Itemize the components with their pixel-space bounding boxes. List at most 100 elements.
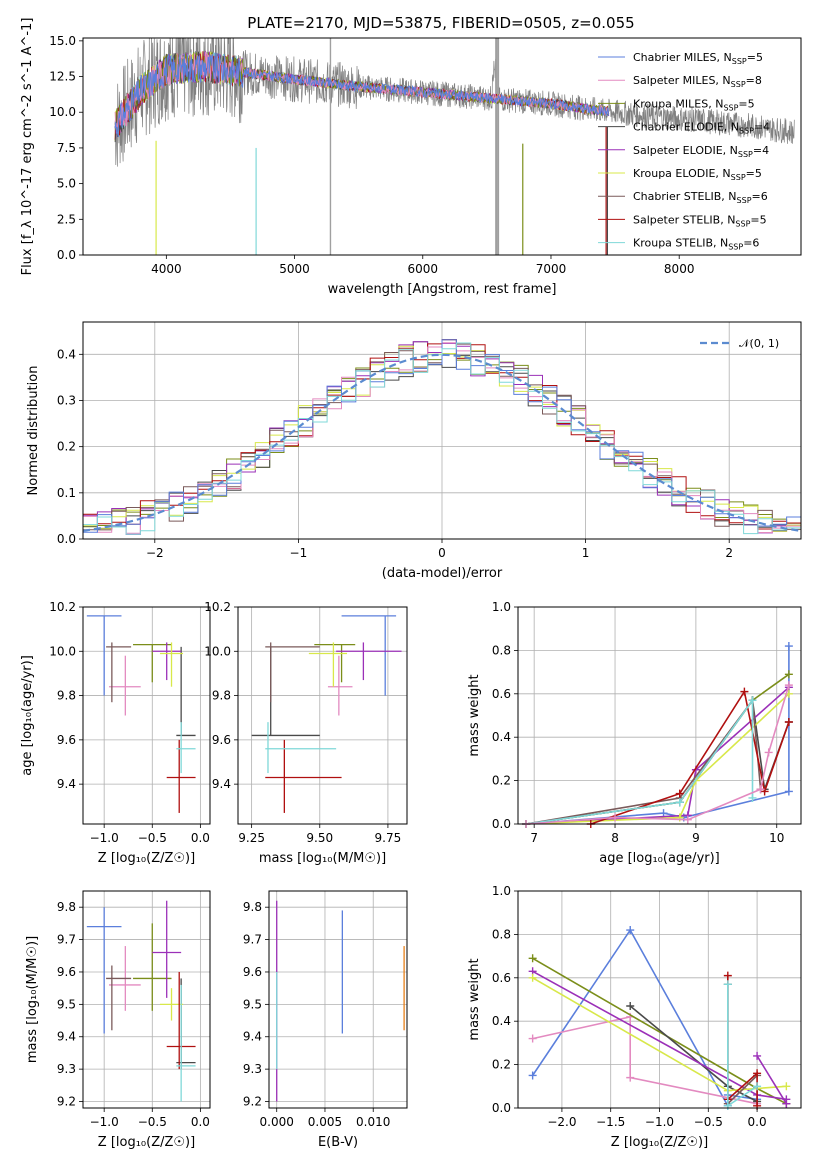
series-marker [782,1099,791,1108]
y-tick-label: 0.1 [57,486,76,500]
series-marker [683,815,692,824]
plot-area [82,339,802,535]
y-axis-label: mass weight [467,674,482,756]
x-tick-label: 8000 [664,262,695,276]
series-marker [675,789,684,798]
series-marker [528,1071,537,1080]
y-axis-label: mass weight [467,958,482,1040]
y-tick-label: 10.2 [204,600,231,614]
y-axis-label: Flux [f_λ 10^-17 erg cm^-2 s^-1 A^-1] [20,18,35,276]
x-tick-label: −0.5 [694,1115,723,1129]
y-axis-label: age [log₁₀(age/yr)] [20,655,35,776]
series-line [525,698,762,825]
x-axis-label: age [log₁₀(age/yr)] [599,851,720,866]
y-tick-label: 10.0 [204,644,231,658]
ticks: −2.0 −1.5 −1.0 −0.5 0.0 0.0 0.2 0.4 0.6 0.8 1.0 [492,884,767,1129]
y-tick-label: 1.0 [492,600,511,614]
y-tick-label: 0.6 [492,687,511,701]
legend-label: Chabrier STELIB, NSSP=6 [633,190,768,205]
y-tick-label: 1.0 [492,884,511,898]
y-tick-label: 12.5 [49,70,76,84]
plot-area [251,615,402,813]
y-tick-label: 9.6 [57,733,76,747]
series-marker [782,1082,791,1091]
x-axis-label: Z [log₁₀(Z/Z☉)] [611,1135,708,1150]
x-tick-label: 10 [769,831,784,845]
y-tick-label: 9.3 [243,1062,262,1076]
series-marker [528,973,537,982]
y-tick-label: 10.0 [49,644,76,658]
x-tick-label: 6000 [407,262,438,276]
axes-frame [237,606,408,825]
x-axis-label: (data-model)/error [382,566,503,581]
x-tick-label: −1.5 [596,1115,625,1129]
series-marker [784,787,793,796]
plot-area [86,615,196,813]
y-axis-label: mass [log₁₀(M/M☉)] [25,936,40,1063]
series-marker [753,1069,762,1078]
y-tick-label: 0.4 [57,347,76,361]
y-tick-label: 0.2 [492,1058,511,1072]
y-tick-label: 2.5 [57,212,76,226]
axes-frame [82,37,802,256]
x-tick-label: −0.5 [138,831,167,845]
x-tick-label: −0.5 [138,1115,167,1129]
series-marker [748,696,757,705]
axes-frame [82,890,211,1109]
y-tick-label: 10.2 [49,600,76,614]
series-line [526,686,790,825]
ticks: −2 −1 0 1 2 0.0 0.1 0.2 0.3 0.4 [57,347,733,560]
panel-mass_vs_ebv: 0.000 0.005 0.010 9.2 9.3 9.4 9.5 9.6 9.7 9.8 E(B-… [243,890,408,1150]
panel-mass_weight_vs_Z: −2.0 −1.5 −1.0 −0.5 0.0 0.0 0.2 0.4 0.6 0.8 1.0 Z [… [467,884,802,1150]
y-tick-label: 9.6 [243,965,262,979]
x-axis-label: wavelength [Angstrom, rest frame] [328,282,557,297]
series-line [532,1015,758,1105]
x-tick-label: 9.25 [238,831,265,845]
x-tick-label: 9.50 [306,831,333,845]
x-axis-label: Z [log₁₀(Z/Z☉)] [98,1135,195,1150]
model-spectrum [114,52,610,138]
series-marker [611,813,620,822]
ticks: 7 8 9 10 0.0 0.2 0.4 0.6 0.8 1.0 [492,600,784,845]
series-line [526,684,790,825]
y-tick-label: 9.2 [57,1095,76,1109]
y-tick-label: 9.5 [57,997,76,1011]
x-axis-label: mass [log₁₀(M/M☉)] [259,851,386,866]
grid [238,606,407,824]
x-tick-label: 4000 [151,262,182,276]
legend-label: 𝒩(0, 1) [739,337,779,350]
y-tick-label: 9.6 [212,733,231,747]
ticks: 9.25 9.50 9.75 9.4 9.6 9.8 10.0 10.2 [204,600,401,845]
x-tick-label: −1.0 [90,1115,119,1129]
series-marker [528,954,537,963]
y-tick-label: 9.8 [243,900,262,914]
y-axis-label: Normed distribution [26,366,41,496]
panel-age_vs_Z: −1.0 −0.5 0.0 9.4 9.6 9.8 10.0 10.2 Z [log₁₀(Z/Z… [20,600,211,866]
series-line [525,697,754,825]
y-tick-label: 9.6 [57,965,76,979]
y-tick-label: 0.0 [492,1101,511,1115]
histogram-step [83,341,801,529]
grid [518,606,801,825]
series-marker [626,1002,635,1011]
series-marker [675,798,684,807]
series-marker [528,1034,537,1043]
y-tick-label: 0.0 [57,532,76,546]
plot-area [114,38,795,255]
gaussian-curve [82,353,802,532]
grid [269,891,407,1108]
y-tick-label: 0.2 [57,440,76,454]
legend-label: Salpeter ELODIE, NSSP=4 [633,144,769,159]
ticks: 4000 5000 6000 7000 8000 0.0 2.5 5.0 7.5 10.0 12.5… [49,34,694,276]
plot-area [86,900,196,1102]
x-tick-label: 7000 [536,262,567,276]
x-tick-label: −1.0 [90,831,119,845]
x-tick-label: −1 [290,546,308,560]
y-tick-label: 0.6 [492,971,511,985]
legend-label: Kroupa ELODIE, NSSP=5 [633,167,762,182]
y-tick-label: 9.2 [243,1095,262,1109]
legend-label: Salpeter MILES, NSSP=8 [633,74,762,89]
panel-spectrum: 4000 5000 6000 7000 8000 0.0 2.5 5.0 7.5 10.0 12.5… [20,18,802,297]
y-tick-label: 9.7 [57,933,76,947]
y-tick-label: 10.0 [49,105,76,119]
